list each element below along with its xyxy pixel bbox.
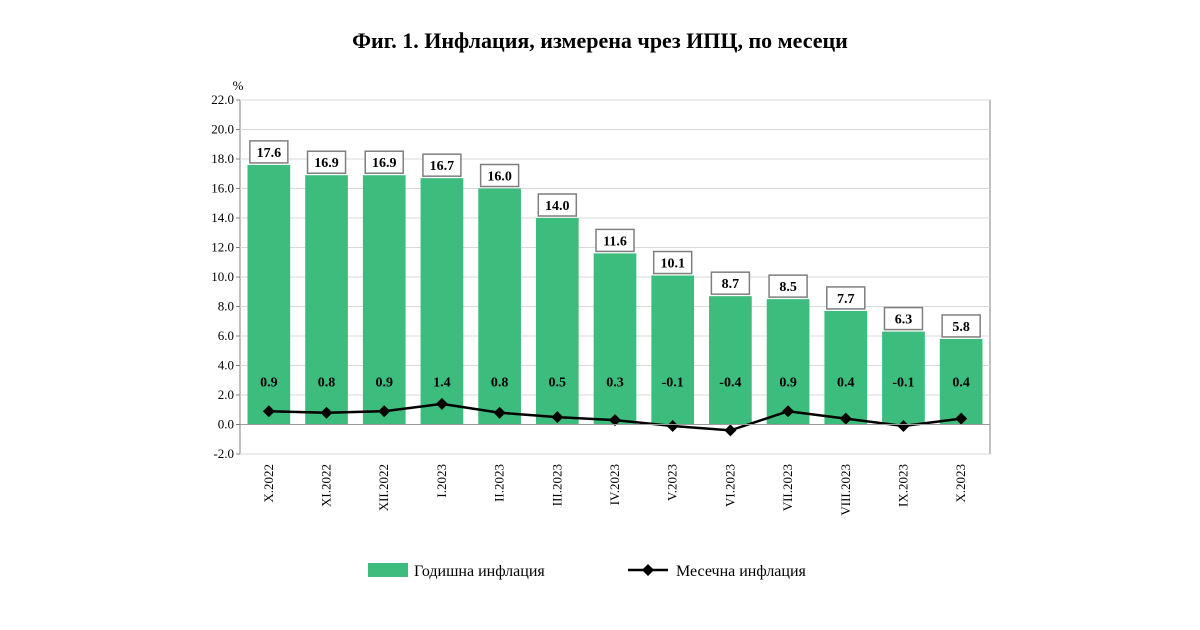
x-tick-label: III.2023 xyxy=(549,464,564,506)
bar-value-label: 7.7 xyxy=(837,292,855,307)
x-tick-label: XI.2022 xyxy=(319,464,334,507)
bar-label-box xyxy=(826,286,866,310)
line-value-label: -0.1 xyxy=(892,376,914,391)
bar-value-label: 6.3 xyxy=(895,313,913,328)
legend-label-annual: Годишна инфлация xyxy=(414,563,545,580)
line-point xyxy=(724,424,737,437)
legend-marker-monthly xyxy=(642,564,654,576)
bar-value-label: 16.0 xyxy=(487,170,512,185)
y-tick-label: 14.0 xyxy=(211,210,234,225)
line-point xyxy=(897,419,910,432)
y-tick-label: 4.0 xyxy=(218,358,234,373)
legend-label-monthly: Месечна инфлация xyxy=(676,563,807,580)
bar-label-box xyxy=(306,150,347,174)
bar xyxy=(593,253,637,425)
line-value-label: 0.8 xyxy=(491,376,509,391)
bar-value-label: 5.8 xyxy=(952,320,970,335)
y-tick-label: 0.0 xyxy=(218,417,234,432)
bar-label-box xyxy=(941,314,981,338)
line-value-label: 1.4 xyxy=(433,376,451,391)
line-value-label: 0.4 xyxy=(837,376,855,391)
line-value-label: 0.5 xyxy=(549,376,567,391)
bar-label-box xyxy=(537,193,578,217)
bar-label-box xyxy=(364,150,404,174)
bar xyxy=(882,331,925,425)
line-point xyxy=(666,419,679,432)
bar xyxy=(824,310,868,425)
legend-swatch-annual xyxy=(368,563,408,577)
y-axis-unit: % xyxy=(233,78,244,93)
line-point xyxy=(378,405,391,418)
line-value-label: 0.9 xyxy=(260,376,278,391)
line-point xyxy=(493,406,506,419)
y-tick-label: 16.0 xyxy=(211,181,234,196)
bar-label-box xyxy=(422,153,462,177)
bar-value-label: 14.0 xyxy=(545,199,570,214)
bar xyxy=(247,164,291,425)
y-tick-label: 2.0 xyxy=(218,387,234,402)
y-tick-label: 20.0 xyxy=(211,122,234,137)
bar-value-label: 10.1 xyxy=(660,257,685,272)
x-tick-label: IV.2023 xyxy=(607,464,622,505)
line-point xyxy=(609,414,621,427)
bar xyxy=(535,218,579,425)
bar-value-label: 16.9 xyxy=(314,156,339,171)
x-tick-label: X.2022 xyxy=(261,464,276,503)
line-value-label: 0.4 xyxy=(952,376,970,391)
x-tick-label: IX.2023 xyxy=(895,464,910,507)
line-point xyxy=(262,405,275,418)
bar xyxy=(478,188,521,425)
bar-value-label: 8.5 xyxy=(779,280,797,295)
bar-label-box xyxy=(768,274,808,298)
bar-label-box xyxy=(249,140,289,164)
bar-value-label: 17.6 xyxy=(257,146,282,161)
x-tick-label: XII.2022 xyxy=(376,464,391,511)
bar-value-label: 8.7 xyxy=(722,277,740,292)
line-point xyxy=(320,406,333,419)
bar xyxy=(709,296,752,425)
line-point xyxy=(435,397,448,410)
bar xyxy=(651,275,695,425)
x-tick-label: X.2023 xyxy=(953,464,968,503)
line-point xyxy=(839,412,852,425)
bar xyxy=(939,338,983,425)
y-tick-label: 18.0 xyxy=(211,151,234,166)
line-point xyxy=(551,411,564,424)
y-tick-label: 12.0 xyxy=(211,240,234,255)
bar xyxy=(766,299,810,425)
bar xyxy=(420,178,464,425)
bar-value-label: 16.9 xyxy=(372,156,397,171)
bar-label-box xyxy=(652,250,693,275)
line-value-label: -0.4 xyxy=(719,376,741,391)
bar-label-box xyxy=(595,228,635,253)
bar xyxy=(305,175,348,425)
x-tick-label: I.2023 xyxy=(434,464,449,498)
line-point xyxy=(955,412,968,425)
line-value-label: 0.8 xyxy=(318,376,336,391)
y-tick-label: 8.0 xyxy=(218,299,234,314)
line-point xyxy=(782,405,795,418)
bar-value-label: 16.7 xyxy=(430,159,455,174)
line-value-label: 0.9 xyxy=(779,376,797,391)
y-tick-label: 22.0 xyxy=(211,92,234,107)
x-tick-label: VII.2023 xyxy=(780,464,795,511)
x-tick-label: VI.2023 xyxy=(722,464,737,507)
y-tick-label: 6.0 xyxy=(218,328,234,343)
bar xyxy=(362,175,406,425)
line-value-label: -0.1 xyxy=(662,376,684,391)
line-value-label: 0.9 xyxy=(375,376,393,391)
x-tick-label: II.2023 xyxy=(492,464,507,502)
bar-value-label: 11.6 xyxy=(603,234,627,249)
line-value-label: 0.3 xyxy=(606,376,624,391)
y-tick-label: 10.0 xyxy=(211,269,234,284)
bar-label-box xyxy=(710,271,751,295)
bar-label-box xyxy=(883,306,924,331)
x-tick-label: V.2023 xyxy=(665,464,680,501)
chart-title: Фиг. 1. Инфлация, измерена чрез ИПЦ, по … xyxy=(352,28,848,53)
bar-label-box xyxy=(479,163,520,188)
y-tick-label: -2.0 xyxy=(213,446,234,461)
x-tick-label: VIII.2023 xyxy=(838,464,853,516)
